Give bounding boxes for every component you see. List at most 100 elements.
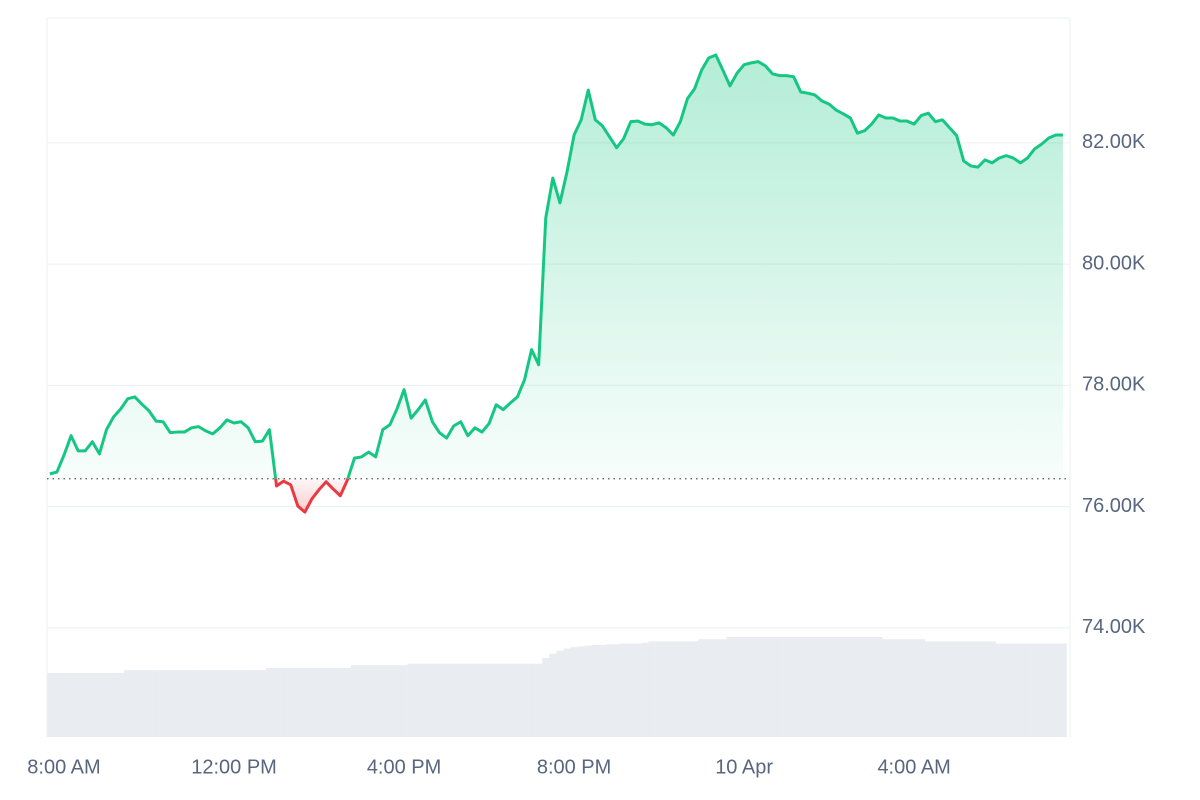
volume-bar: [315, 667, 323, 737]
volume-bar: [577, 646, 586, 737]
volume-bar: [244, 670, 253, 737]
volume-bar: [981, 641, 989, 737]
volume-bar: [258, 670, 267, 737]
volume-bar: [485, 663, 493, 737]
volume-bar: [662, 641, 671, 737]
volume-bar: [280, 667, 288, 737]
volume-bar: [209, 670, 217, 737]
volume-bar: [329, 667, 338, 737]
volume-bar: [620, 643, 628, 737]
volume-bar: [910, 639, 918, 737]
volume-bar: [393, 665, 401, 737]
volume-bar: [237, 670, 245, 737]
volume-bar: [641, 642, 649, 737]
volume-bar: [506, 663, 515, 737]
volume-bar: [832, 637, 841, 737]
volume-bar: [768, 637, 777, 737]
volume-bar: [995, 643, 1003, 737]
volume-bar: [102, 673, 111, 737]
volume-bar: [549, 653, 557, 737]
volume-bar: [520, 663, 529, 737]
volume-bar: [478, 663, 486, 737]
y-tick-label: 82.00K: [1082, 131, 1146, 153]
volume-bar: [690, 641, 699, 737]
volume-bar: [556, 650, 564, 737]
volume-bar: [421, 663, 430, 737]
volume-bar: [712, 639, 720, 737]
volume-bar: [428, 663, 437, 737]
volume-bar: [407, 663, 415, 737]
volume-bar: [946, 641, 954, 737]
volume-bar: [365, 665, 373, 737]
x-tick-label: 4:00 PM: [367, 756, 441, 778]
volume-bar: [868, 637, 876, 737]
volume-bar: [124, 670, 132, 737]
volume-bar: [457, 663, 465, 737]
volume-bar: [308, 667, 316, 737]
volume-bar: [471, 663, 479, 737]
y-tick-label: 76.00K: [1082, 495, 1146, 517]
volume-bar: [747, 637, 756, 737]
volume-bar: [598, 644, 607, 737]
volume-bar: [967, 641, 975, 737]
x-tick-label: 8:00 AM: [27, 756, 100, 778]
volume-bar: [117, 673, 125, 737]
area-up: [49, 54, 1063, 479]
volume-bar: [81, 673, 90, 737]
volume-bar: [528, 663, 536, 737]
volume-bar: [917, 639, 926, 737]
volume-bar: [180, 670, 189, 737]
volume-bar: [726, 637, 734, 737]
volume-bar: [953, 641, 961, 737]
volume-bar: [1023, 643, 1032, 737]
volume-bar: [443, 663, 451, 737]
volume-bar: [634, 643, 642, 737]
volume-bar: [839, 637, 848, 737]
volume-bar: [790, 637, 798, 737]
volume-bar: [1038, 643, 1046, 737]
volume-bar: [372, 665, 380, 737]
volume-bar: [53, 673, 61, 737]
volume-bar: [846, 637, 855, 737]
volume-bar: [400, 665, 408, 737]
volume-bar: [322, 667, 330, 737]
volume-layer: [47, 637, 1067, 737]
volume-bar: [853, 637, 862, 737]
volume-bar: [797, 637, 805, 737]
volume-bar: [152, 670, 160, 737]
price-line-up: [49, 53, 1063, 479]
x-tick-label: 4:00 AM: [877, 756, 950, 778]
volume-bar: [683, 641, 692, 737]
volume-bar: [591, 644, 600, 737]
x-tick-label: 8:00 PM: [537, 756, 611, 778]
volume-bar: [535, 663, 543, 737]
plot-layer: [47, 53, 1070, 514]
volume-bar: [698, 639, 706, 737]
volume-bar: [676, 641, 685, 737]
volume-bar: [159, 670, 168, 737]
volume-bar: [1059, 643, 1067, 737]
volume-bar: [882, 639, 890, 737]
volume-bar: [499, 663, 508, 737]
volume-bar: [761, 637, 770, 737]
volume-bar: [386, 665, 394, 737]
volume-bar: [88, 673, 97, 737]
volume-bar: [110, 673, 118, 737]
volume-bar: [187, 670, 196, 737]
volume-bar: [584, 645, 593, 737]
volume-bar: [95, 673, 104, 737]
volume-bar: [563, 648, 571, 737]
x-tick-label: 12:00 PM: [191, 756, 277, 778]
volume-bar: [783, 637, 791, 737]
volume-bar: [343, 667, 352, 737]
volume-bar: [861, 637, 869, 737]
volume-bar: [733, 637, 741, 737]
volume-bar: [131, 670, 139, 737]
volume-bar: [145, 670, 153, 737]
volume-bar: [669, 641, 678, 737]
volume-bar: [379, 665, 387, 737]
volume-bar: [336, 667, 345, 737]
volume-bar: [988, 641, 996, 737]
